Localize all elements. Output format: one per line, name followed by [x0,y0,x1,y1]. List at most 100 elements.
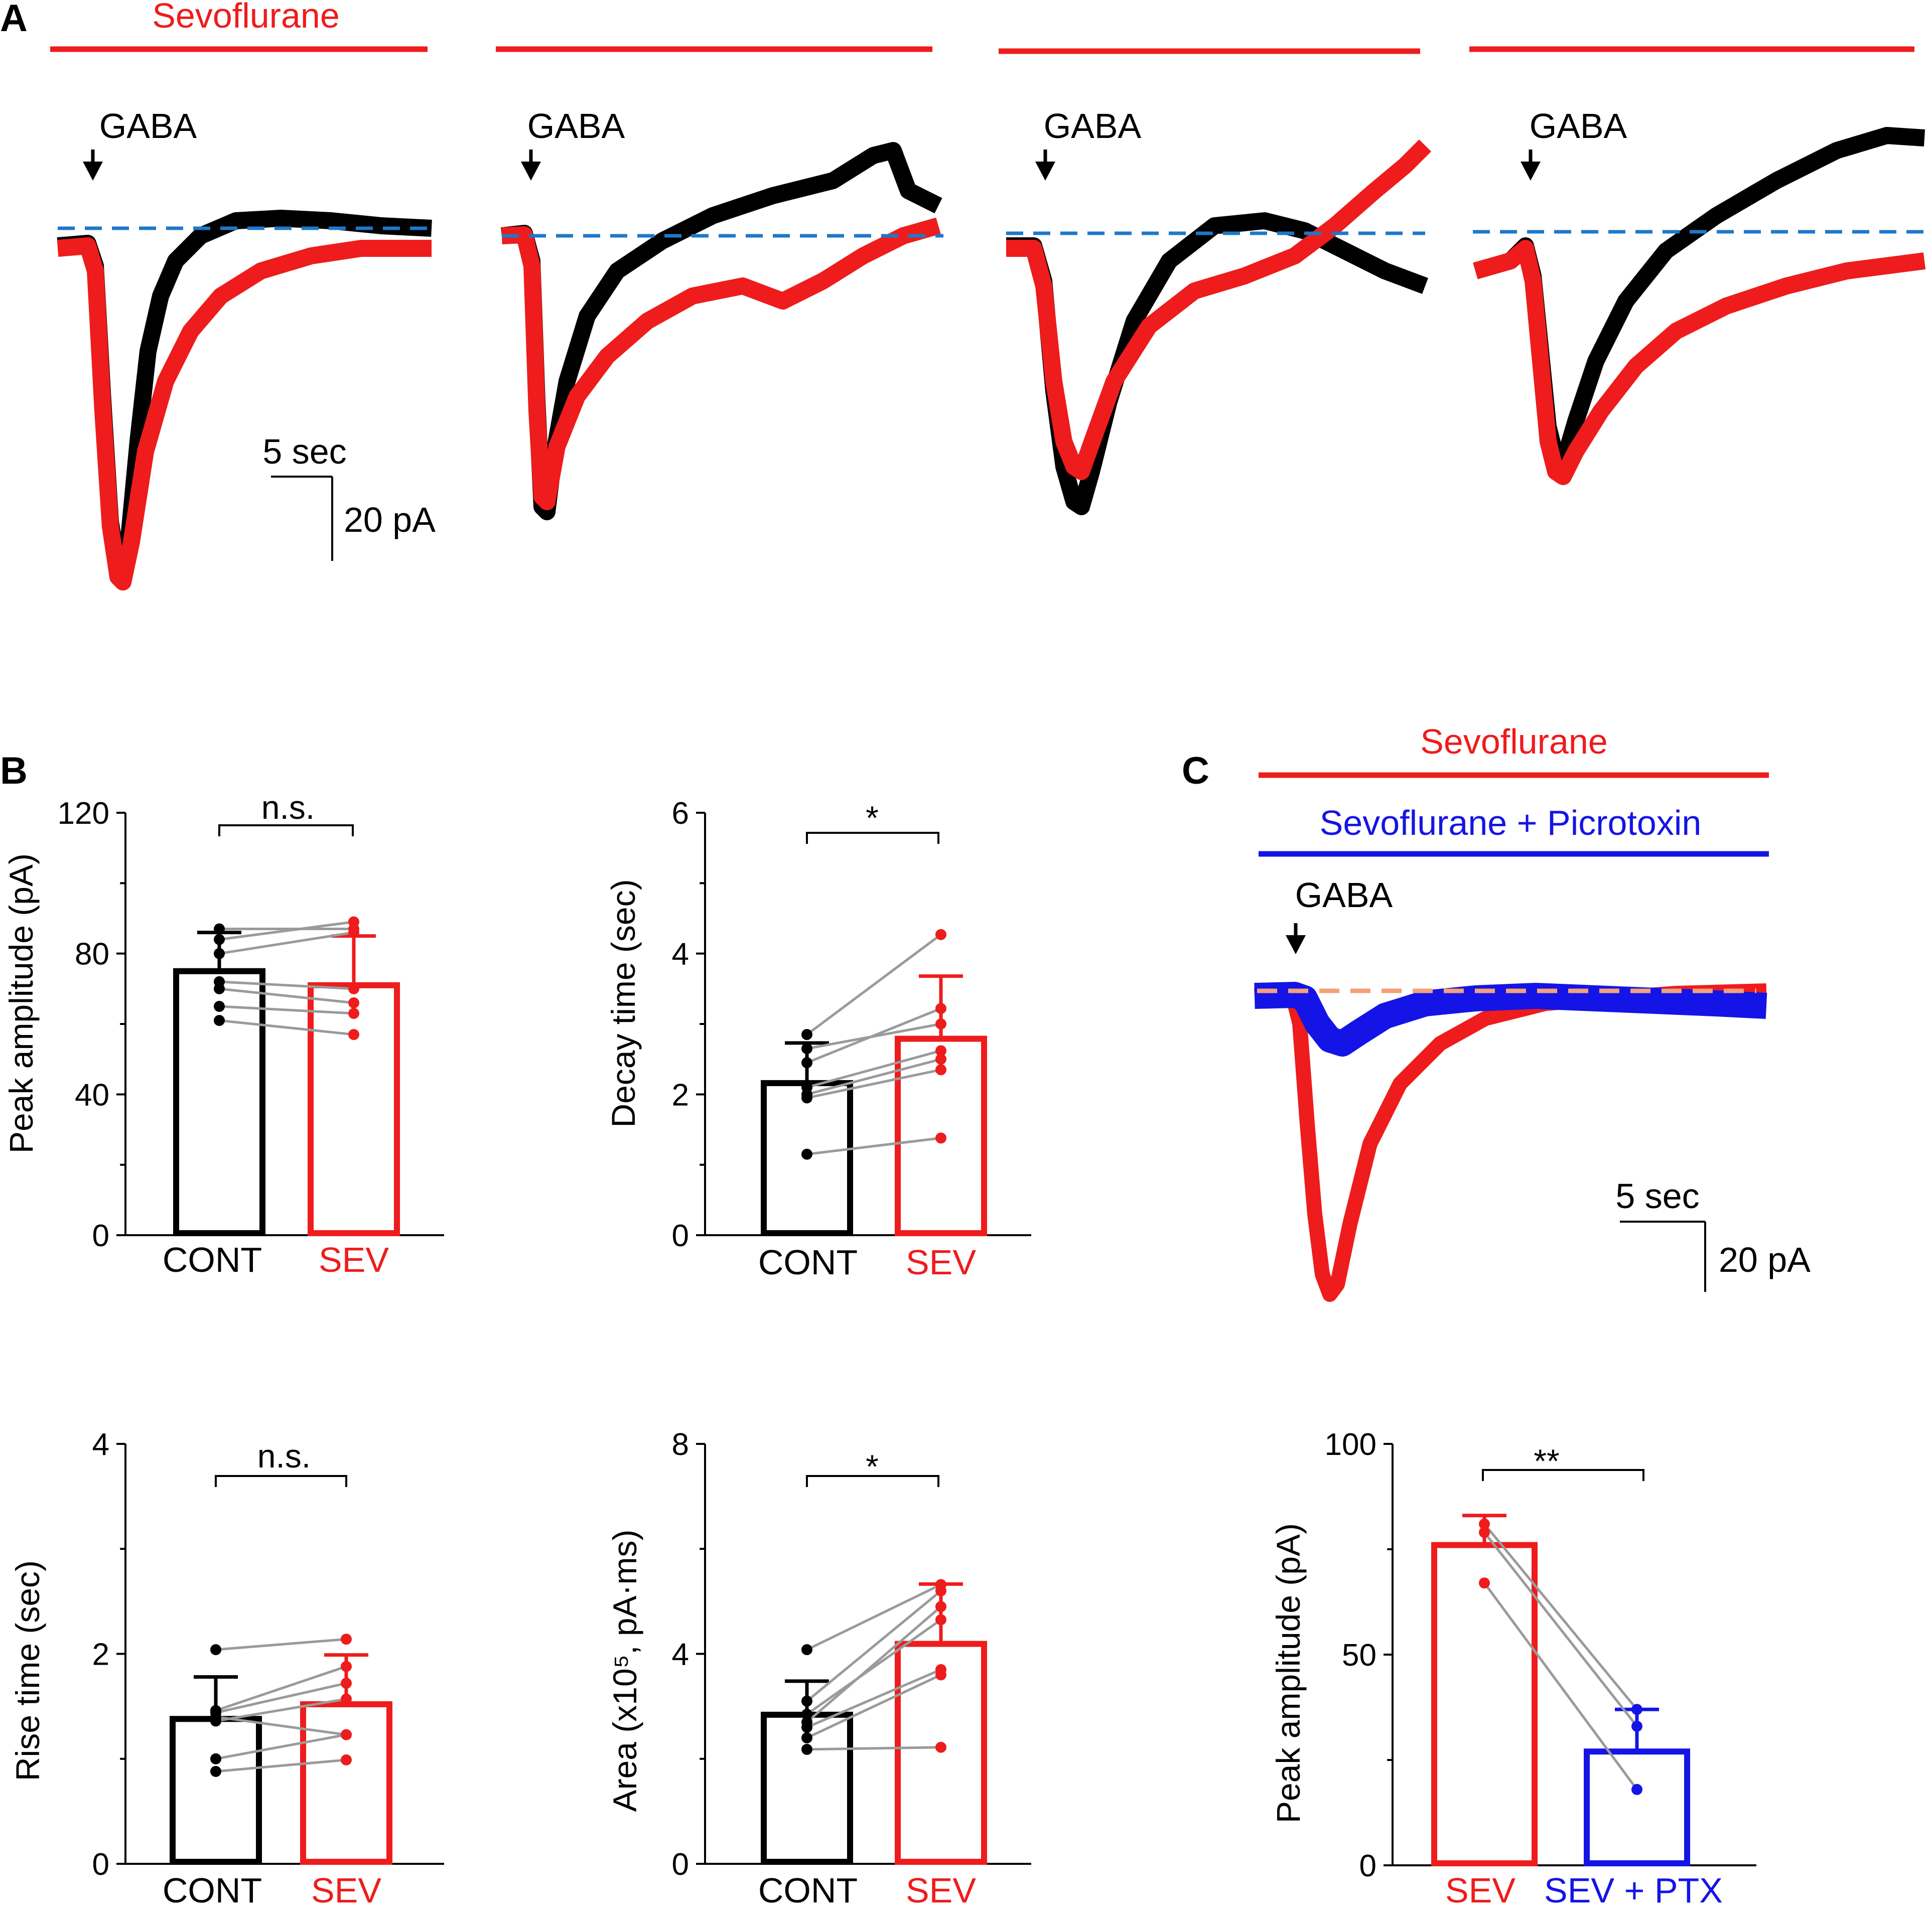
data-point-sev [935,1585,946,1596]
category-label-sev: SEV [906,1871,976,1910]
scale-bar-a: 5 sec 20 pA [262,432,436,561]
ylabel-decay: Decay time (sec) [605,879,642,1127]
gaba-arrow-icon [83,150,103,181]
gaba-label-2: GABA [527,106,625,145]
gaba-arrow-icon [521,150,541,181]
data-point-sev [1479,1518,1490,1530]
control-trace-2 [501,142,942,520]
pair-connector [219,1019,354,1036]
pair-connector [215,1698,347,1722]
bar [300,1701,392,1865]
chart-rise-time: 0 2 4 Rise time (sec) n.s. CONT SEV [9,1427,444,1910]
data-point-cont [214,923,225,935]
pair-connector [1483,1523,1638,1710]
y-tick-label: 0 [92,1847,109,1882]
chart-area: 0 4 8 Area (x10⁵, pA·ms) * CONT SEV [606,1427,1031,1910]
data-point-sev [935,1054,946,1065]
data-point-cont [801,1043,812,1055]
category-label-sev: SEV [1445,1871,1515,1910]
chart-decay-time: 0 2 4 6 Decay time (sec) * CONT SEV [605,796,1031,1282]
panel-letter-b: B [0,750,28,792]
data-point-sev [341,1678,352,1689]
chart-peak-amplitude: 0 40 80 120 Peak amplitude (pA) n.s. CONT SEV [3,789,444,1279]
pair-connector [219,931,354,955]
y-tick-label: 8 [672,1427,689,1462]
gaba-label-1: GABA [99,106,197,145]
pair-connector [219,921,354,941]
pair-connector [215,1682,347,1714]
data-point-cont [801,1644,812,1656]
panel-a-drug-bars [50,46,1914,54]
data-point-cont [801,1695,812,1707]
data-point-sev [348,927,359,938]
category-label-cont: CONT [163,1240,262,1279]
data-point-sev [1479,1527,1490,1538]
pair-connector [806,1618,942,1715]
data-point-cont [801,1743,812,1755]
y-tick-label: 0 [672,1847,689,1882]
significance-peak: n.s. [261,789,315,826]
pair-connector [806,1583,942,1651]
significance-picrotoxin: ** [1534,1442,1559,1480]
data-point-sev [348,916,359,928]
ylabel-area: Area (x10⁵, pA·ms) [606,1530,643,1812]
significance-area: * [866,1448,879,1485]
data-point-cont [214,1014,225,1026]
data-point-sev-ptx [1631,1704,1642,1715]
trace-group-1: GABA [57,106,437,591]
significance-decay: * [866,799,879,836]
pair-connector [1483,1582,1638,1791]
panel-c-drug2-label: Sevoflurane + Picrotoxin [1320,803,1702,842]
data-point-sev [341,1634,352,1645]
data-point-sev [935,1064,946,1076]
ylabel-picrotoxin: Peak amplitude (pA) [1270,1523,1307,1823]
data-point-sev [935,1741,946,1753]
data-point-cont [801,1057,812,1069]
scale-time-a: 5 sec [262,432,346,471]
y-tick-label: 40 [75,1078,109,1112]
panel-a-drug-label: Sevoflurane [152,0,340,35]
pair-connector [215,1715,347,1736]
category-label-cont: CONT [758,1243,858,1282]
sev-trace-3 [1006,139,1432,480]
pair-connector [806,1674,942,1739]
data-point-sev [341,1693,352,1705]
data-point-sev [341,1754,352,1765]
ylabel-rise: Rise time (sec) [9,1560,46,1781]
data-point-cont [801,1148,812,1160]
gaba-arrow-icon [1035,150,1055,181]
data-point-cont [801,1721,812,1733]
category-label-sev: SEV [311,1871,381,1910]
y-tick-label: 80 [75,937,109,972]
data-point-sev [348,1029,359,1041]
gaba-label-4: GABA [1530,106,1627,145]
data-point-sev [348,983,359,994]
y-tick-label: 2 [672,1078,689,1112]
sev-trace-1 [57,237,432,591]
y-tick-label: 4 [92,1427,109,1462]
data-point-cont [801,1708,812,1720]
y-tick-label: 4 [672,937,689,972]
pair-connector [806,1136,941,1156]
significance-rise: n.s. [257,1437,311,1474]
data-point-sev-ptx [1631,1720,1642,1732]
category-label-sev: SEV [906,1243,976,1282]
y-tick-label: 50 [1342,1638,1376,1673]
pair-connector [806,1068,941,1099]
data-point-cont [801,1092,812,1104]
scale-current-c: 20 pA [1719,1240,1811,1279]
y-tick-label: 4 [672,1638,689,1672]
category-label-sev: SEV [319,1240,389,1279]
significance-bracket [218,824,354,836]
scale-bar-c: 5 sec 20 pA [1615,1176,1811,1292]
data-point-cont [210,1644,221,1656]
pair-connector [806,1668,941,1729]
data-point-sev [935,1003,946,1014]
pair-connector [219,980,354,990]
bar [1584,1748,1690,1866]
gaba-label-c: GABA [1295,875,1393,915]
pair-connector [215,1665,347,1712]
trace-group-4: GABA [1473,106,1927,485]
data-point-cont [210,1753,221,1764]
